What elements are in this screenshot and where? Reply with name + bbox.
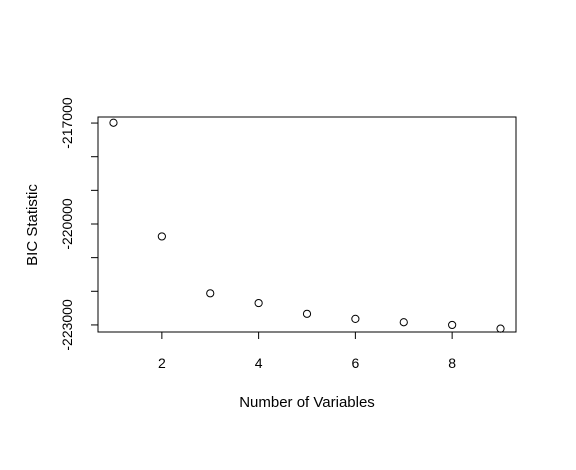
y-tick-label: -223000 (59, 299, 75, 351)
x-tick-label: 2 (158, 355, 166, 371)
plot-frame (97, 116, 517, 333)
data-point (448, 320, 457, 330)
x-tick-label: 6 (351, 355, 359, 371)
data-point (351, 314, 360, 323)
x-tick-label: 8 (448, 355, 456, 371)
x-tick-label: 4 (255, 355, 263, 371)
data-point (109, 118, 118, 127)
data-points (109, 118, 505, 333)
data-point (302, 309, 312, 318)
y-tick-label: -217000 (59, 97, 75, 149)
y-tick-label: -220000 (59, 198, 75, 250)
y-axis: -217000 -220000 -223000 (59, 97, 98, 351)
data-point (206, 289, 215, 298)
x-axis: 2 4 6 8 (158, 332, 456, 371)
data-point (254, 298, 263, 308)
data-point (496, 324, 505, 333)
data-point (399, 318, 408, 327)
x-axis-title: Number of Variables (239, 394, 375, 411)
y-axis-title: BIC Statistic (24, 184, 41, 266)
data-point (157, 232, 166, 241)
